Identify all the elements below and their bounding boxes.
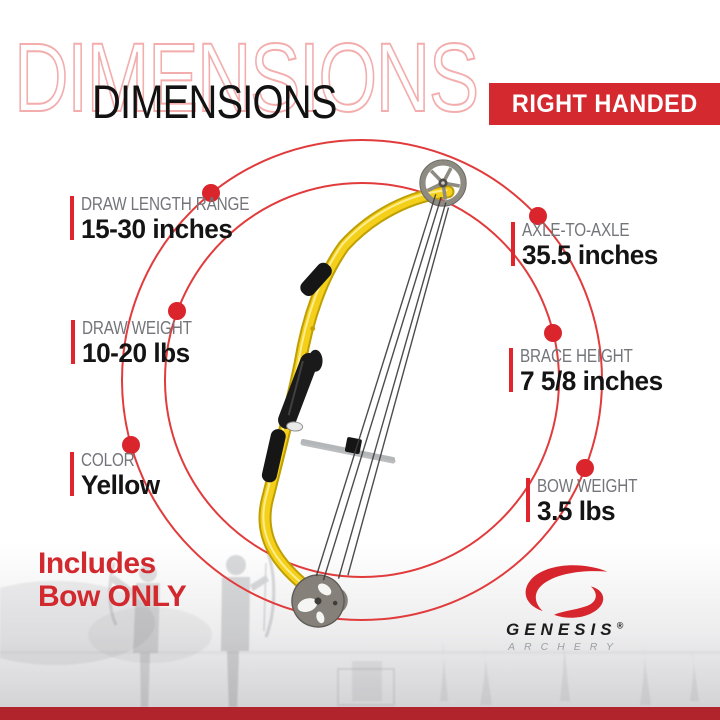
watermark-title: DIMENSIONS (13, 22, 480, 133)
ring-inner (164, 182, 560, 578)
spec-tick (511, 222, 515, 266)
ring-outer (121, 139, 603, 621)
dot-color (122, 436, 140, 454)
spec-bow-weight: BOW WEIGHT 3.5 lbs (526, 476, 655, 525)
spec-label: DRAW WEIGHT (82, 318, 192, 338)
spec-value: Yellow (81, 470, 160, 500)
dot-axle-to-axle (529, 207, 547, 225)
archers-silhouette-art (0, 552, 720, 713)
idler-wheel (419, 159, 467, 207)
spec-tick (70, 196, 74, 240)
spec-value: 3.5 lbs (537, 496, 616, 526)
spec-value: 15-30 inches (81, 214, 233, 244)
right-handed-badge-label: RIGHT HANDED (511, 89, 698, 118)
dot-draw-length (202, 184, 220, 202)
cable-guard-rod (300, 437, 396, 464)
page-title: DIMENSIONS (92, 75, 337, 128)
archer-silhouette (108, 562, 160, 713)
bottom-red-bar (0, 707, 720, 720)
registered-mark: ® (616, 620, 624, 631)
spec-axle-to-axle: AXLE-TO-AXLE 35.5 inches (511, 220, 662, 269)
bow-strings (315, 194, 450, 581)
spec-tick (71, 320, 75, 364)
dot-brace-height (544, 324, 562, 342)
spec-tick (509, 348, 513, 392)
spec-value: 10-20 lbs (82, 338, 190, 368)
spec-brace-height: BRACE HEIGHT 7 5/8 inches (509, 346, 667, 395)
spec-label: DRAW LENGTH RANGE (81, 194, 250, 214)
spec-draw-length: DRAW LENGTH RANGE 15-30 inches (70, 194, 279, 243)
brand-division: ARCHERY (508, 641, 622, 653)
spec-label: AXLE-TO-AXLE (522, 220, 630, 240)
spec-color: COLOR Yellow (70, 450, 162, 499)
right-handed-badge: RIGHT HANDED (489, 83, 720, 125)
spec-tick (70, 452, 74, 496)
spec-draw-weight: DRAW WEIGHT 10-20 lbs (71, 318, 211, 367)
spec-tick (526, 478, 530, 522)
spec-value: 35.5 inches (522, 240, 658, 270)
includes-note-line2: Bow ONLY (38, 580, 187, 613)
top-limb-pocket (300, 262, 332, 296)
archer-silhouette (221, 552, 276, 713)
bow-grip (278, 349, 323, 429)
genesis-g-swoosh-icon (525, 565, 608, 618)
bottom-cam (291, 574, 348, 628)
includes-note-line1: Includes (38, 547, 156, 580)
brand-name: GENESIS® (506, 620, 624, 639)
includes-note: Includes Bow ONLY (38, 547, 187, 613)
spec-value: 7 5/8 inches (520, 366, 663, 396)
dot-bow-weight (576, 459, 594, 477)
spec-label: BRACE HEIGHT (520, 346, 633, 366)
rod-slider (344, 437, 362, 455)
spec-label: BOW WEIGHT (537, 476, 638, 496)
spec-label: COLOR (81, 450, 135, 470)
riser-badge (286, 421, 304, 432)
grass-silhouette (440, 636, 699, 705)
dot-draw-weight (168, 302, 186, 320)
bottom-limb-pocket (261, 429, 286, 483)
